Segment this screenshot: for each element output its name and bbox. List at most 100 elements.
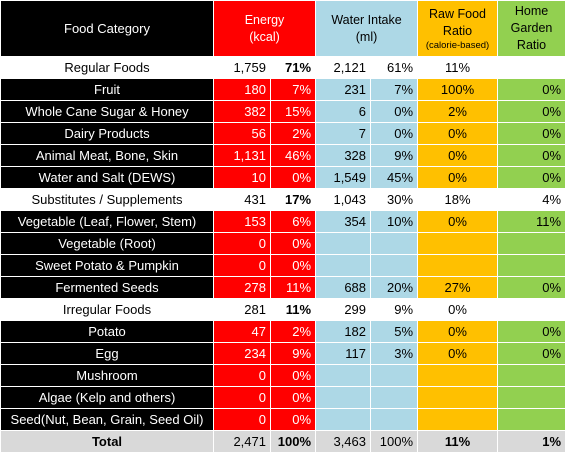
water-value: 1,043 bbox=[315, 188, 372, 211]
food-intake-table: Food Category Energy (kcal) Water Intake… bbox=[0, 0, 565, 453]
table-row: Whole Cane Sugar & Honey 382 15% 6 0% 2% 0% bbox=[0, 100, 565, 123]
home-garden-ratio: 4% bbox=[497, 188, 565, 211]
energy-percent: 9% bbox=[269, 342, 317, 365]
energy-value: 10 bbox=[213, 166, 271, 189]
water-value: 7 bbox=[315, 122, 372, 145]
energy-value: 382 bbox=[213, 100, 271, 123]
header-raw-line2: Ratio bbox=[442, 23, 473, 38]
raw-food-ratio: 0% bbox=[417, 166, 499, 189]
water-percent: 0% bbox=[370, 100, 419, 123]
table-row: Mushroom 0 0% bbox=[0, 364, 565, 387]
water-value bbox=[315, 364, 372, 387]
water-percent: 10% bbox=[370, 210, 419, 233]
raw-food-ratio bbox=[417, 364, 499, 387]
row-label: Algae (Kelp and others) bbox=[0, 386, 214, 409]
energy-percent: 2% bbox=[269, 320, 317, 343]
home-garden-ratio bbox=[497, 408, 565, 431]
water-value: 328 bbox=[315, 144, 372, 167]
header-home-garden-ratio: Home Garden Ratio bbox=[497, 0, 565, 57]
energy-value: 281 bbox=[213, 298, 271, 321]
home-garden-ratio: 0% bbox=[497, 122, 565, 145]
energy-percent: 0% bbox=[269, 254, 317, 277]
energy-value: 0 bbox=[213, 386, 271, 409]
raw-food-ratio: 0% bbox=[417, 298, 499, 321]
energy-percent: 15% bbox=[269, 100, 317, 123]
water-value: 117 bbox=[315, 342, 372, 365]
header-garden-line2: Garden bbox=[510, 21, 553, 35]
water-value: 6 bbox=[315, 100, 372, 123]
row-label: Sweet Potato & Pumpkin bbox=[0, 254, 214, 277]
energy-percent: 46% bbox=[269, 144, 317, 167]
water-value: 231 bbox=[315, 78, 372, 101]
home-garden-ratio: 0% bbox=[497, 320, 565, 343]
raw-food-ratio: 0% bbox=[417, 210, 499, 233]
energy-value: 1,131 bbox=[213, 144, 271, 167]
header-raw-line1: Raw Food bbox=[429, 6, 486, 21]
row-label: Seed(Nut, Bean, Grain, Seed Oil) bbox=[0, 408, 214, 431]
energy-percent: 11% bbox=[269, 298, 317, 321]
water-value: 354 bbox=[315, 210, 372, 233]
energy-percent: 2% bbox=[269, 122, 317, 145]
header-raw-note: (calorie-based) bbox=[425, 39, 490, 51]
raw-food-ratio bbox=[417, 254, 499, 277]
row-label: Irregular Foods bbox=[0, 298, 214, 321]
energy-value: 153 bbox=[213, 210, 271, 233]
table-row: Potato 47 2% 182 5% 0% 0% bbox=[0, 320, 565, 343]
raw-food-ratio: 100% bbox=[417, 78, 499, 101]
water-value bbox=[315, 232, 372, 255]
water-percent bbox=[370, 254, 419, 277]
table-row: Vegetable (Leaf, Flower, Stem) 153 6% 354 10… bbox=[0, 210, 565, 233]
raw-food-ratio: 0% bbox=[417, 144, 499, 167]
water-percent: 3% bbox=[370, 342, 419, 365]
table-row: Dairy Products 56 2% 7 0% 0% 0% bbox=[0, 122, 565, 145]
home-garden-ratio bbox=[497, 364, 565, 387]
row-label: Animal Meat, Bone, Skin bbox=[0, 144, 214, 167]
home-garden-ratio bbox=[497, 56, 565, 79]
energy-value: 1,759 bbox=[213, 56, 271, 79]
row-label: Egg bbox=[0, 342, 214, 365]
water-percent: 9% bbox=[370, 144, 419, 167]
water-percent: 5% bbox=[370, 320, 419, 343]
water-value bbox=[315, 386, 372, 409]
row-label: Vegetable (Leaf, Flower, Stem) bbox=[0, 210, 214, 233]
water-percent: 9% bbox=[370, 298, 419, 321]
water-value: 2,121 bbox=[315, 56, 372, 79]
raw-food-ratio bbox=[417, 232, 499, 255]
energy-value: 0 bbox=[213, 364, 271, 387]
group-row: Irregular Foods 281 11% 299 9% 0% bbox=[0, 298, 565, 321]
water-percent: 61% bbox=[370, 56, 419, 79]
group-row: Regular Foods 1,759 71% 2,121 61% 11% bbox=[0, 56, 565, 79]
water-percent: 7% bbox=[370, 78, 419, 101]
energy-value: 2,471 bbox=[213, 430, 271, 453]
water-percent bbox=[370, 364, 419, 387]
home-garden-ratio: 0% bbox=[497, 166, 565, 189]
row-label: Water and Salt (DEWS) bbox=[0, 166, 214, 189]
header-energy-title: Energy bbox=[244, 12, 285, 27]
header-garden-line3: Ratio bbox=[516, 38, 547, 52]
row-label: Mushroom bbox=[0, 364, 214, 387]
row-label: Whole Cane Sugar & Honey bbox=[0, 100, 214, 123]
row-label: Dairy Products bbox=[0, 122, 214, 145]
water-value: 1,549 bbox=[315, 166, 372, 189]
home-garden-ratio: 11% bbox=[497, 210, 565, 233]
energy-value: 0 bbox=[213, 232, 271, 255]
energy-value: 180 bbox=[213, 78, 271, 101]
home-garden-ratio: 1% bbox=[497, 430, 565, 453]
water-percent: 20% bbox=[370, 276, 419, 299]
energy-percent: 0% bbox=[269, 364, 317, 387]
table-row: Algae (Kelp and others) 0 0% bbox=[0, 386, 565, 409]
table-row: Water and Salt (DEWS) 10 0% 1,549 45% 0% 0% bbox=[0, 166, 565, 189]
header-energy-unit: (kcal) bbox=[249, 29, 280, 44]
header-water-intake: Water Intake (ml) bbox=[315, 0, 419, 57]
water-value bbox=[315, 254, 372, 277]
table-row: Egg 234 9% 117 3% 0% 0% bbox=[0, 342, 565, 365]
energy-percent: 0% bbox=[269, 166, 317, 189]
energy-value: 278 bbox=[213, 276, 271, 299]
water-percent: 30% bbox=[370, 188, 419, 211]
home-garden-ratio bbox=[497, 232, 565, 255]
raw-food-ratio bbox=[417, 386, 499, 409]
water-percent: 0% bbox=[370, 122, 419, 145]
water-value: 299 bbox=[315, 298, 372, 321]
header-water-unit: (ml) bbox=[355, 29, 378, 44]
energy-percent: 100% bbox=[269, 430, 317, 453]
